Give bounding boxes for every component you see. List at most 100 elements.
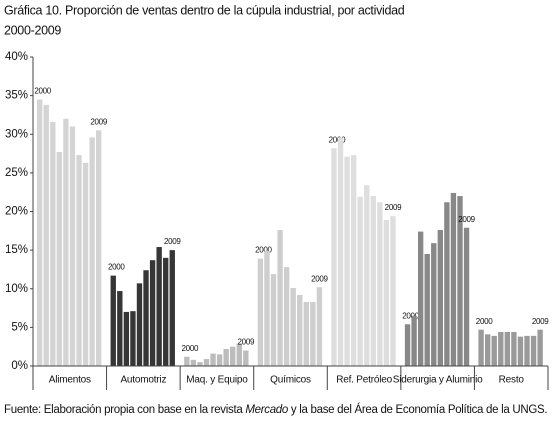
bar	[123, 311, 130, 366]
data-label: 2009	[532, 317, 549, 326]
bar	[110, 275, 116, 366]
source-note: Fuente: Elaboración propia con base en l…	[4, 403, 547, 416]
data-label: 2009	[90, 117, 107, 126]
bar	[530, 335, 537, 366]
y-tick-label: 20%	[5, 206, 28, 218]
x-tick-label: Ref. Petróleo	[336, 375, 392, 386]
data-label: 2000	[329, 135, 346, 144]
bar	[404, 324, 411, 366]
bar	[316, 287, 323, 366]
bar	[290, 287, 296, 366]
y-tick-label: 0%	[11, 360, 28, 372]
bar	[163, 257, 169, 366]
data-label: 2000	[402, 311, 419, 320]
bar	[169, 250, 175, 366]
data-label: 2009	[458, 215, 475, 224]
bar	[210, 353, 216, 366]
bar	[478, 329, 484, 366]
bar	[437, 230, 443, 366]
bar	[390, 216, 396, 366]
bar	[484, 334, 491, 366]
bar	[156, 247, 162, 366]
data-label: 2009	[385, 203, 402, 212]
bar	[223, 349, 229, 366]
bar	[89, 137, 95, 366]
data-label: 2009	[311, 274, 328, 283]
bar	[63, 118, 69, 366]
y-tick-label: 40%	[5, 51, 28, 63]
bar	[344, 156, 350, 366]
x-tick-label: Químicos	[270, 375, 311, 386]
bar	[331, 148, 337, 366]
x-tick-label: Alimentos	[49, 375, 91, 386]
bar	[117, 291, 123, 366]
bar	[43, 104, 49, 367]
bar	[377, 202, 383, 366]
data-label: 2000	[34, 87, 51, 96]
bar	[297, 294, 303, 366]
bar	[537, 329, 543, 366]
data-label: 2000	[255, 246, 272, 255]
bar	[264, 250, 270, 366]
bar	[270, 274, 277, 366]
bar	[197, 362, 203, 366]
bar	[216, 354, 223, 366]
x-tick-label: Siderurgia y Aluminio	[393, 375, 483, 386]
bar	[517, 336, 524, 366]
y-tick-label: 5%	[11, 321, 28, 333]
bar	[184, 356, 190, 366]
bar	[243, 350, 249, 366]
bar	[50, 121, 56, 366]
bar	[457, 196, 463, 366]
bar	[370, 196, 376, 366]
bar	[364, 185, 370, 366]
x-tick-label: Automotriz	[120, 375, 166, 386]
y-tick-label: 10%	[5, 283, 28, 295]
bar	[350, 155, 357, 366]
source-text: y la base del Área de Economía Política …	[288, 403, 547, 416]
bar	[417, 231, 424, 366]
x-tick-label: Maq. y Equipo	[186, 375, 248, 386]
bar	[383, 219, 390, 366]
bar	[424, 253, 430, 366]
bar	[463, 227, 470, 366]
bar	[504, 332, 511, 366]
bar	[357, 196, 363, 366]
data-label: 2000	[476, 317, 493, 326]
bar	[190, 359, 197, 366]
bar	[303, 301, 309, 366]
y-tick-label: 30%	[5, 128, 28, 140]
bar	[143, 270, 149, 366]
bar	[498, 332, 504, 366]
source-text: Mercado	[245, 404, 289, 416]
bar	[431, 243, 437, 366]
y-tick-label: 25%	[5, 167, 28, 179]
data-label: 2000	[182, 344, 199, 353]
bar	[511, 332, 517, 366]
bar	[82, 162, 89, 366]
bar	[283, 267, 290, 366]
bar	[37, 99, 43, 367]
bar	[130, 311, 136, 366]
bar	[96, 130, 102, 366]
chart-subtitle: 2000-2009	[4, 23, 61, 37]
source-text: Fuente: Elaboración propia con base en l…	[4, 404, 245, 416]
bar	[277, 230, 283, 366]
bar	[491, 335, 497, 366]
bar	[203, 359, 210, 366]
bar	[69, 126, 76, 367]
bar	[450, 192, 457, 366]
y-tick-label: 15%	[5, 244, 28, 256]
bar	[56, 152, 63, 366]
data-label: 2009	[238, 338, 255, 347]
bar	[411, 315, 417, 366]
x-tick-label: Resto	[499, 375, 525, 386]
bar	[76, 155, 82, 366]
y-tick-label: 35%	[5, 90, 28, 102]
bar	[230, 346, 236, 366]
bar	[524, 335, 530, 366]
bar	[444, 202, 450, 366]
bar	[310, 301, 316, 366]
bar	[257, 258, 264, 366]
